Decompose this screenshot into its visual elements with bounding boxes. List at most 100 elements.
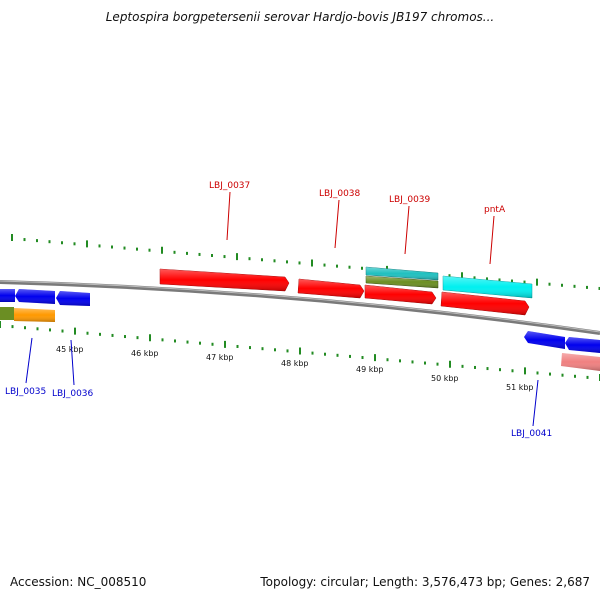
reverse-tick	[161, 338, 164, 342]
forward-tick	[473, 276, 476, 280]
reverse-tick	[261, 347, 264, 351]
leader-lbj-0035	[25, 337, 33, 384]
feature-blue-left-3[interactable]	[56, 291, 90, 306]
leader-lbj-0038	[334, 199, 340, 249]
reverse-tick	[236, 344, 239, 348]
forward-tick	[98, 244, 101, 248]
feature-pnta[interactable]	[440, 291, 530, 316]
reverse-strand-ticks	[0, 321, 600, 381]
reverse-tick	[336, 353, 339, 357]
leader-lbj-0037	[226, 191, 231, 241]
forward-tick	[273, 259, 276, 263]
gene-label-lbj-0037[interactable]: LBJ_0037	[209, 181, 250, 191]
scale-label-47kbp: 47 kbp	[206, 353, 234, 362]
leader-lbj-0041	[532, 379, 539, 427]
gene-label-pnta[interactable]: pntA	[484, 205, 506, 215]
forward-tick	[86, 240, 88, 248]
reverse-tick	[211, 342, 214, 346]
feature-blue-right-1[interactable]	[524, 331, 565, 349]
genome-backbone	[0, 280, 600, 335]
reverse-tick	[49, 328, 51, 332]
reverse-tick	[124, 335, 126, 339]
reverse-tick	[461, 364, 464, 368]
feature-blue-right-2[interactable]	[565, 337, 600, 353]
reverse-tick	[11, 325, 14, 329]
forward-tick	[211, 254, 213, 258]
forward-tick	[548, 282, 551, 286]
feature-lbj-0037[interactable]	[159, 268, 290, 292]
reverse-tick	[249, 346, 251, 350]
feature-pink-right[interactable]	[561, 353, 600, 371]
forward-tick	[23, 238, 26, 242]
feature-olive-band[interactable]	[365, 275, 439, 289]
scale-label-45kbp: 45 kbp	[56, 345, 84, 354]
reverse-tick	[136, 336, 139, 340]
reverse-tick	[299, 347, 301, 355]
forward-tick	[48, 240, 51, 244]
reverse-tick	[499, 368, 501, 372]
reverse-tick	[449, 360, 451, 368]
feature-orange-left[interactable]	[14, 308, 55, 322]
reverse-tick	[224, 340, 226, 348]
scale-label-48kbp: 48 kbp	[281, 359, 309, 368]
reverse-tick	[474, 365, 476, 369]
reverse-tick	[399, 359, 401, 363]
feature-lbj-0039[interactable]	[364, 284, 437, 305]
feature-blue-left-1[interactable]	[0, 289, 15, 302]
reverse-tick	[536, 371, 539, 375]
forward-tick	[161, 246, 163, 254]
gene-label-lbj-0035[interactable]: LBJ_0035	[5, 387, 46, 397]
feature-olive-left[interactable]	[0, 307, 14, 320]
scale-label-50kbp: 50 kbp	[431, 374, 459, 383]
reverse-tick	[511, 369, 514, 373]
feature-blue-left-2[interactable]	[15, 289, 55, 304]
leader-pnta	[489, 215, 495, 265]
reverse-tick	[586, 375, 589, 379]
forward-tick	[111, 245, 113, 249]
reverse-tick	[386, 358, 389, 362]
reverse-tick	[149, 334, 151, 342]
reverse-tick	[311, 351, 314, 355]
gene-label-lbj-0036[interactable]: LBJ_0036	[52, 389, 94, 399]
reverse-tick	[574, 374, 576, 378]
forward-tick	[598, 286, 600, 290]
forward-tick	[286, 260, 288, 264]
forward-tick	[348, 265, 351, 269]
gene-label-lbj-0041[interactable]: LBJ_0041	[511, 429, 552, 439]
reverse-tick	[199, 341, 201, 345]
reverse-tick	[24, 326, 26, 330]
forward-tick	[173, 250, 176, 254]
feature-teal-band[interactable]	[365, 266, 439, 281]
forward-tick	[298, 261, 301, 265]
reverse-tick	[424, 361, 426, 365]
forward-tick	[523, 280, 526, 284]
reverse-tick	[174, 339, 176, 343]
leader-lbj-0036	[70, 339, 75, 386]
reverse-tick	[361, 356, 364, 360]
reverse-tick	[324, 352, 326, 356]
feature-cyan-band[interactable]	[442, 275, 533, 299]
reverse-tick	[411, 360, 414, 364]
forward-tick	[573, 284, 576, 288]
forward-tick	[536, 278, 538, 286]
reverse-tick	[86, 331, 89, 335]
gene-label-lbj-0038[interactable]: LBJ_0038	[319, 189, 361, 199]
forward-tick	[198, 252, 201, 256]
forward-tick	[323, 263, 326, 267]
forward-tick	[561, 283, 563, 287]
reverse-tick	[111, 333, 114, 337]
reverse-tick	[0, 321, 1, 328]
reverse-tick	[36, 327, 39, 331]
forward-tick	[186, 251, 188, 255]
gene-label-lbj-0039[interactable]: LBJ_0039	[389, 195, 431, 205]
feature-lbj-0038[interactable]	[297, 278, 365, 299]
leader-lbj-0039	[404, 205, 410, 255]
forward-tick	[73, 242, 76, 246]
reverse-tick	[549, 372, 551, 376]
forward-tick	[498, 278, 501, 282]
forward-tick	[248, 257, 251, 261]
forward-tick	[336, 264, 338, 268]
accession-text: Accession: NC_008510	[10, 575, 147, 589]
reverse-tick	[561, 373, 564, 377]
